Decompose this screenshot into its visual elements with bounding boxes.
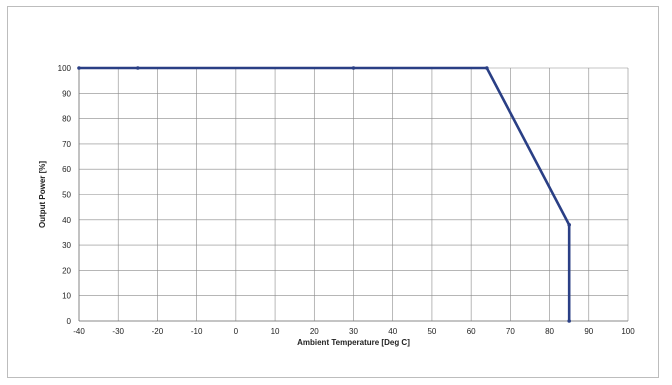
data-point — [567, 319, 571, 323]
y-tick-label: 0 — [67, 317, 72, 326]
x-tick-label: 10 — [271, 327, 280, 336]
x-tick-label: 80 — [545, 327, 554, 336]
data-point — [136, 66, 140, 70]
grid-layer — [78, 67, 629, 322]
x-tick-label: -30 — [112, 327, 124, 336]
x-tick-label: 20 — [310, 327, 319, 336]
data-point — [485, 66, 489, 70]
x-tick-label: 50 — [427, 327, 436, 336]
y-tick-label: 100 — [58, 64, 72, 73]
y-tick-label: 80 — [62, 115, 71, 124]
derating-curve-line — [79, 66, 571, 321]
y-tick-label: 10 — [62, 292, 71, 301]
x-tick-label: 60 — [467, 327, 476, 336]
x-axis-title: Ambient Temperature [Deg C] — [297, 338, 410, 347]
x-tick-label: -10 — [191, 327, 203, 336]
y-tick-label: 50 — [62, 191, 71, 200]
data-point — [77, 66, 81, 70]
y-tick-label: 60 — [62, 165, 71, 174]
y-tick-label: 70 — [62, 140, 71, 149]
chart-svg: -40 -30 -20 -10 0 10 20 30 40 50 60 70 80 90 100 0 10 20 3… — [38, 64, 636, 347]
data-point — [351, 66, 356, 70]
axis-layer — [78, 68, 628, 322]
x-tick-label: 70 — [506, 327, 515, 336]
y-tick-label: 40 — [62, 216, 71, 225]
chart-frame: -40 -30 -20 -10 0 10 20 30 40 50 60 70 80 90 100 0 10 20 3… — [7, 6, 659, 378]
x-tick-label: -20 — [152, 327, 164, 336]
x-tick-label: -40 — [73, 327, 85, 336]
x-tick-label: 0 — [234, 327, 239, 336]
x-tick-label: 30 — [349, 327, 358, 336]
x-tick-label: 90 — [584, 327, 593, 336]
x-tick-label: 40 — [388, 327, 397, 336]
series-layer — [77, 66, 571, 323]
data-point — [567, 223, 571, 227]
y-axis-title: Output Power [%] — [38, 161, 47, 228]
x-tick-label: 100 — [621, 327, 635, 336]
y-tick-label: 90 — [62, 89, 71, 98]
y-tick-label: 20 — [62, 266, 71, 275]
tick-labels: -40 -30 -20 -10 0 10 20 30 40 50 60 70 80 90 100 0 10 20 3… — [58, 64, 636, 336]
y-tick-label: 30 — [62, 241, 71, 250]
